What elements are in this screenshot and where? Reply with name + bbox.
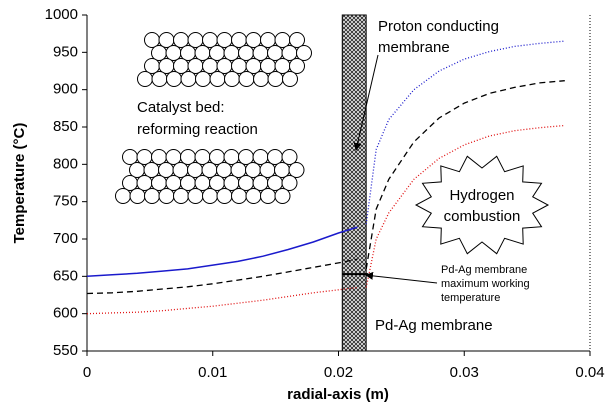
particle [289, 58, 305, 74]
x-tick-label: 0.02 [324, 364, 353, 381]
particle [173, 188, 189, 204]
x-axis-title: radial-axis (m) [287, 386, 389, 403]
y-tick-label: 700 [53, 230, 78, 247]
arrow [353, 54, 379, 151]
x-tick-label: 0.04 [575, 364, 604, 381]
membrane [341, 14, 367, 352]
series-line [86, 226, 358, 278]
catalyst-particles [115, 32, 312, 204]
x-tick-label: 0 [83, 364, 91, 381]
particle [180, 71, 197, 87]
particle [187, 188, 204, 204]
annotation: Pd-Ag membrane [375, 317, 493, 334]
x-tick-label: 0.01 [198, 364, 227, 381]
y-axis-title: Temperature (°C) [11, 123, 28, 244]
annotation: temperature [441, 292, 500, 304]
particle [245, 188, 262, 204]
particle [238, 71, 255, 87]
y-tick-label: 550 [53, 342, 78, 359]
y-tick-label: 650 [53, 267, 78, 284]
y-tick-label: 800 [53, 155, 78, 172]
series-line [365, 40, 565, 225]
particle [289, 32, 305, 48]
annotation: Catalyst bed: [137, 99, 225, 116]
particle [144, 188, 160, 204]
particle [260, 188, 276, 204]
particle [195, 71, 211, 87]
particle [224, 71, 240, 87]
y-tick-label: 750 [53, 193, 78, 210]
series-line [86, 258, 358, 295]
particle [151, 71, 168, 87]
x-tick-label: 0.03 [450, 364, 479, 381]
particle [281, 149, 298, 165]
combustion-star [414, 155, 550, 255]
annotation: reforming reaction [137, 121, 258, 138]
annotation: membrane [378, 39, 450, 56]
particle [158, 188, 175, 204]
y-tick-label: 1000 [45, 6, 78, 23]
annotation: combustion [444, 208, 521, 225]
particle [253, 71, 269, 87]
y-tick-label: 900 [53, 81, 78, 98]
particle [137, 71, 153, 87]
annotation: Hydrogen [449, 187, 514, 204]
particle [209, 71, 226, 87]
y-tick-label: 600 [53, 305, 78, 322]
particle [129, 188, 146, 204]
particle [231, 188, 247, 204]
annotation: maximum working [441, 278, 530, 290]
particle [267, 71, 284, 87]
particle [216, 188, 233, 204]
series-line [86, 286, 358, 315]
annotation: Pd-Ag membrane [441, 264, 527, 276]
particle [288, 162, 305, 178]
particle [202, 188, 218, 204]
particle [166, 71, 182, 87]
y-tick-label: 950 [53, 43, 78, 60]
particle [274, 188, 291, 204]
annotation: Proton conducting [378, 18, 499, 35]
particle [296, 45, 312, 61]
arrow [365, 271, 438, 284]
y-tick-label: 850 [53, 118, 78, 135]
particle [281, 175, 298, 191]
particle [282, 71, 298, 87]
particle [115, 188, 131, 204]
series-line [365, 124, 565, 288]
